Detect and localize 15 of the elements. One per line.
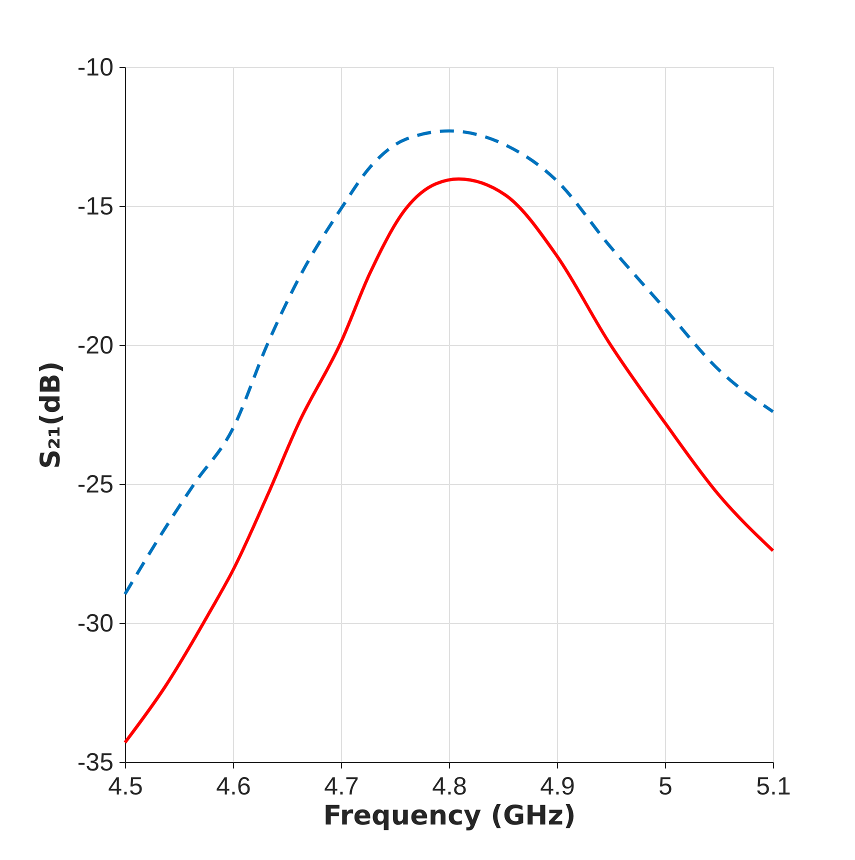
y-tick-label: -15 [77,192,114,220]
x-tick-label: 5.1 [756,772,791,800]
line-series [123,177,775,744]
y-tick-label: -20 [77,332,114,360]
line-series [123,129,775,596]
y-axis-title: S₂₁(dB) [35,361,66,469]
x-tick-label: 5 [658,772,672,800]
x-tick-label: 4.7 [324,772,359,800]
x-tick-label: 4.6 [216,772,251,800]
x-tick-label: 4.8 [432,772,467,800]
y-tick-label: -25 [77,470,114,498]
x-axis-title: Frequency (GHz) [323,800,576,832]
y-tick-label: -10 [77,54,114,82]
x-tick-label: 4.9 [540,772,575,800]
y-tick-label: -30 [77,610,114,638]
